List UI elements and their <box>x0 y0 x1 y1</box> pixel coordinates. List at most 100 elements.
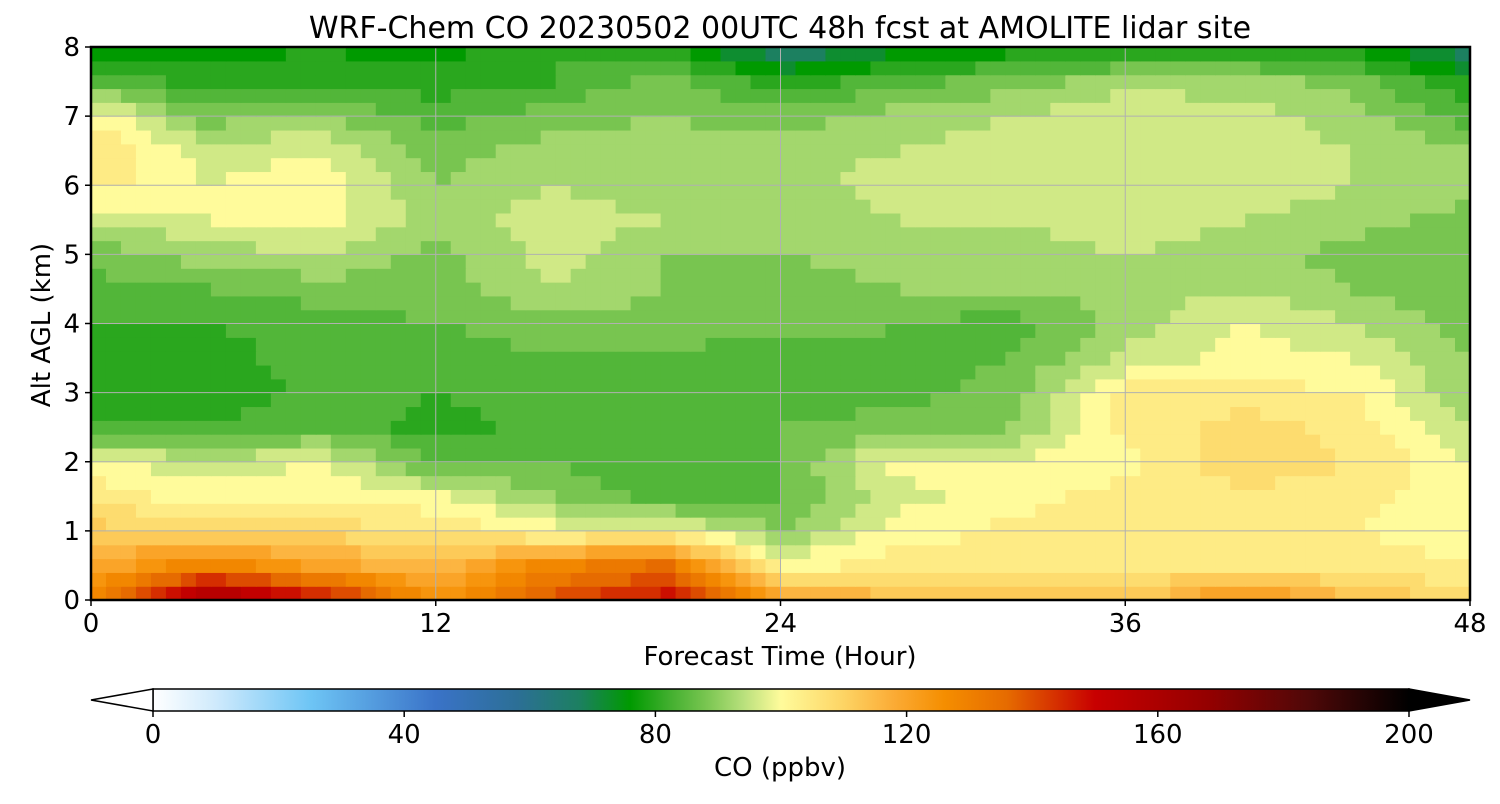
heatmap-cell <box>1335 475 1351 490</box>
heatmap-cell <box>135 309 152 325</box>
heatmap-cell <box>1215 503 1231 518</box>
heatmap-cell <box>180 116 197 131</box>
heatmap-cell <box>1125 420 1141 435</box>
heatmap-cell <box>660 558 677 573</box>
heatmap-cell <box>1095 351 1111 366</box>
heatmap-cell <box>1110 572 1126 587</box>
heatmap-cell <box>1275 240 1291 255</box>
heatmap-cell <box>180 337 197 352</box>
heatmap-cell <box>1110 171 1126 186</box>
y-tick-label: 0 <box>63 586 80 616</box>
heatmap-cell <box>750 544 767 560</box>
heatmap-cell <box>1140 420 1156 435</box>
heatmap-cell <box>315 475 332 490</box>
heatmap-cell <box>420 503 437 518</box>
heatmap-cell <box>705 503 722 518</box>
heatmap-cell <box>150 351 167 366</box>
heatmap-cell <box>135 489 152 504</box>
heatmap-cell <box>1425 240 1441 255</box>
heatmap-cell <box>1290 309 1306 325</box>
heatmap-cell <box>795 351 812 366</box>
heatmap-cell <box>1290 378 1306 394</box>
heatmap-cell <box>285 282 302 297</box>
heatmap-cell <box>1215 74 1231 90</box>
heatmap-cell <box>570 268 587 283</box>
heatmap-cell <box>1395 337 1411 352</box>
heatmap-cell <box>1200 143 1216 159</box>
heatmap-cell <box>1050 47 1066 62</box>
heatmap-cell <box>300 406 317 421</box>
heatmap-cell <box>465 226 482 242</box>
heatmap-cell <box>465 88 482 103</box>
heatmap-cell <box>525 337 542 352</box>
heatmap-cell <box>945 282 961 297</box>
heatmap-cell <box>450 503 467 518</box>
heatmap-cell <box>945 558 961 573</box>
heatmap-cell <box>1155 586 1171 600</box>
heatmap-cell <box>1320 323 1336 338</box>
heatmap-cell <box>690 60 707 76</box>
heatmap-cell <box>165 351 182 366</box>
heatmap-cell <box>1335 530 1351 546</box>
heatmap-cell <box>1455 129 1470 145</box>
heatmap-cell <box>825 240 842 255</box>
heatmap-cell <box>390 309 407 325</box>
heatmap-cell <box>990 434 1006 449</box>
heatmap-cell <box>495 503 512 518</box>
heatmap-cell <box>135 351 152 366</box>
heatmap-cell <box>570 586 587 600</box>
heatmap-cell <box>1185 226 1201 242</box>
heatmap-cell <box>165 129 182 145</box>
heatmap-cell <box>1410 489 1426 504</box>
heatmap-cell <box>765 129 782 145</box>
heatmap-cell <box>300 337 317 352</box>
heatmap-cell <box>735 185 752 200</box>
heatmap-cell <box>945 434 961 449</box>
heatmap-cell <box>195 406 212 421</box>
heatmap-cell <box>120 406 137 421</box>
heatmap-cell <box>1050 254 1066 269</box>
heatmap-cell <box>1095 309 1111 325</box>
heatmap-cell <box>405 378 422 394</box>
heatmap-cell <box>120 572 137 587</box>
heatmap-cell <box>1215 157 1231 173</box>
heatmap-cell <box>1125 558 1141 573</box>
heatmap-cell <box>600 102 617 117</box>
heatmap-cell <box>960 392 976 408</box>
heatmap-cell <box>810 74 827 90</box>
heatmap-cell <box>465 268 482 283</box>
heatmap-cell <box>240 475 257 490</box>
heatmap-cell <box>1110 489 1126 504</box>
heatmap-cell <box>1395 226 1411 242</box>
heatmap-cell <box>1080 143 1096 159</box>
heatmap-cell <box>870 475 887 490</box>
heatmap-cell <box>270 74 287 90</box>
heatmap-cell <box>315 309 332 325</box>
heatmap-cell <box>480 282 497 297</box>
heatmap-cell <box>1035 143 1051 159</box>
heatmap-cell <box>1230 489 1246 504</box>
heatmap-cell <box>840 88 857 103</box>
heatmap-cell <box>375 434 392 449</box>
heatmap-cell <box>645 185 662 200</box>
heatmap-cell <box>1335 268 1351 283</box>
heatmap-cell <box>945 447 961 463</box>
heatmap-cell <box>91 199 107 214</box>
heatmap-cell <box>930 517 946 532</box>
heatmap-cell <box>240 323 257 338</box>
heatmap-cell <box>645 572 662 587</box>
heatmap-cell <box>480 309 497 325</box>
heatmap-cell <box>945 392 961 408</box>
heatmap-cell <box>1200 503 1216 518</box>
heatmap-cell <box>435 143 452 159</box>
heatmap-cell <box>1050 102 1066 117</box>
heatmap-cell <box>1305 530 1321 546</box>
heatmap-cell <box>510 586 527 600</box>
heatmap-cell <box>675 503 692 518</box>
heatmap-cell <box>525 254 542 269</box>
heatmap-cell <box>1395 503 1411 518</box>
heatmap-cell <box>900 544 916 560</box>
heatmap-cell <box>1350 129 1366 145</box>
heatmap-cell <box>525 60 542 76</box>
heatmap-cell <box>420 102 437 117</box>
